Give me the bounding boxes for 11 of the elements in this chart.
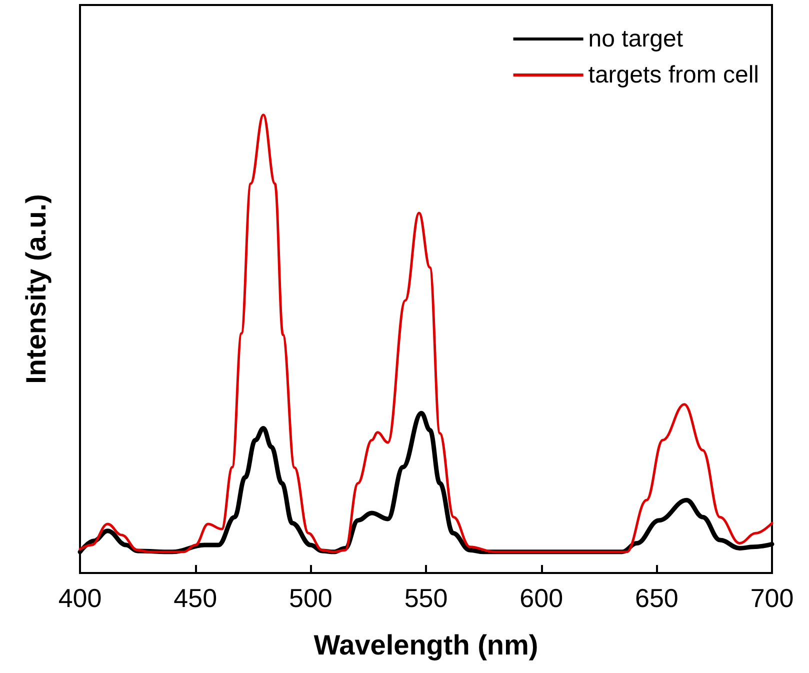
x-tick-label: 500 <box>288 583 332 613</box>
legend-label: targets from cell <box>588 62 759 88</box>
x-tick-label: 600 <box>520 583 564 613</box>
y-axis-title: Intensity (a.u.) <box>20 194 52 384</box>
x-tick-label: 550 <box>404 583 448 613</box>
x-tick-label: 650 <box>634 583 678 613</box>
x-tick-label: 700 <box>750 583 794 613</box>
x-tick-label: 400 <box>58 583 102 613</box>
x-axis-title: Wavelength (nm) <box>314 630 538 660</box>
x-tick-label: 450 <box>174 583 218 613</box>
legend-label: no target <box>588 26 684 52</box>
